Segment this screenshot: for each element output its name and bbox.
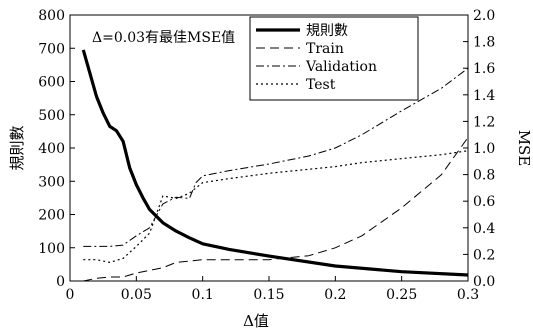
y-left-tick-label: 400: [38, 141, 65, 157]
x-tick-label: 0.3: [457, 287, 479, 303]
series-line-1: [83, 137, 469, 282]
y-left-tick-label: 100: [38, 241, 65, 257]
y-left-tick-label: 500: [38, 108, 65, 124]
x-tick-label: 0.15: [253, 287, 284, 303]
axis-ticks: 0 0.05 0.1 0.15 0.2 0.25 0.3 0 100 200 300 400 500 60…: [38, 8, 495, 303]
x-tick-label: 0.2: [324, 287, 346, 303]
y-right-tick-label: 0.4: [473, 221, 495, 237]
best-mse-annotation: Δ=0.03有最佳MSE值: [92, 30, 235, 46]
y-left-tick-label: 0: [56, 274, 65, 290]
y-right-tick-label: 2.0: [473, 8, 495, 24]
y-right-axis-title: MSE: [515, 130, 533, 167]
x-tick-label: 0.1: [192, 287, 214, 303]
y-left-tick-label: 600: [38, 75, 65, 91]
x-tick-label: 0: [66, 287, 75, 303]
legend: 規則數 Train Validation Test: [249, 16, 419, 101]
legend-label-2: Validation: [305, 59, 377, 75]
y-left-axis-title: 規則數: [8, 125, 26, 170]
y-right-tick-label: 1.8: [473, 35, 495, 51]
y-right-tick-label: 1.2: [473, 114, 495, 130]
x-tick-label: 0.05: [121, 287, 152, 303]
y-right-tick-label: 0.6: [473, 194, 495, 210]
x-axis-title: Δ值: [243, 312, 269, 330]
series-line-2: [83, 67, 469, 247]
x-tick-label: 0.25: [386, 287, 417, 303]
legend-label-0: 規則數: [306, 23, 348, 39]
series-line-0: [81, 49, 469, 277]
y-right-tick-label: 1.0: [473, 141, 495, 157]
y-right-tick-label: 0.8: [473, 168, 495, 184]
y-left-tick-label: 300: [38, 174, 65, 190]
legend-label-3: Test: [306, 77, 336, 93]
y-right-tick-label: 1.4: [473, 88, 495, 104]
y-right-tick-label: 1.6: [473, 61, 495, 77]
plot-area: [81, 49, 469, 282]
y-right-tick-label: 0.2: [473, 247, 495, 263]
y-left-tick-label: 200: [38, 208, 65, 224]
y-left-tick-label: 700: [38, 41, 65, 57]
y-left-tick-label: 800: [38, 8, 65, 24]
legend-label-1: Train: [306, 41, 344, 57]
y-right-tick-label: 0.0: [473, 274, 495, 290]
